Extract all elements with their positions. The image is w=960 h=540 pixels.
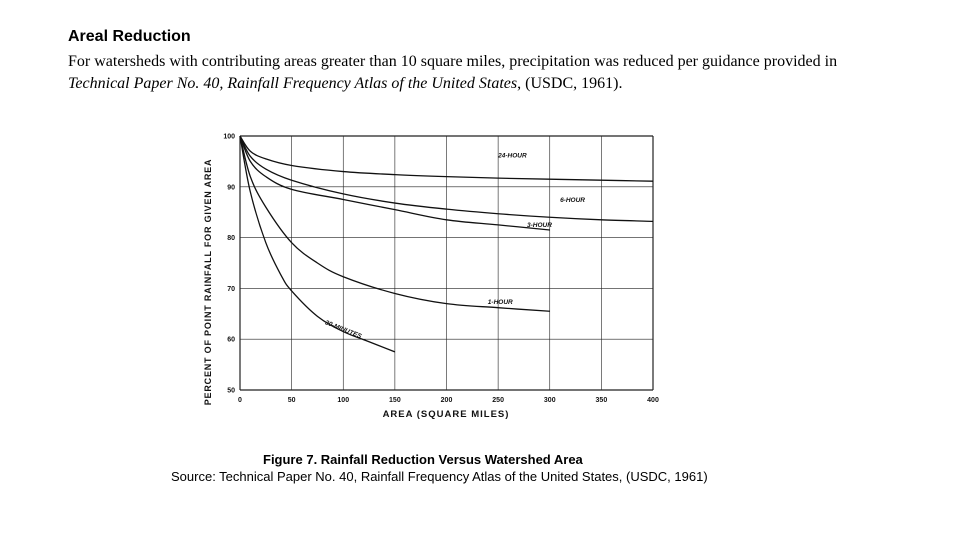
chart-curves — [239, 135, 654, 353]
chart-grid — [239, 135, 654, 391]
curve-label-24-hour: 24-HOUR — [497, 152, 527, 159]
y-tick-label: 50 — [227, 388, 235, 395]
x-tick-label: 400 — [647, 397, 659, 404]
curve-label-1-hour: 1-HOUR — [488, 299, 513, 306]
intro-text-before: For watersheds with contributing areas g… — [68, 53, 838, 70]
x-tick-label: 50 — [288, 397, 296, 404]
x-tick-label: 0 — [238, 397, 242, 404]
figure-source: Source: Technical Paper No. 40, Rainfall… — [171, 469, 708, 484]
curve-24-hour — [239, 135, 654, 182]
x-tick-label: 200 — [441, 397, 453, 404]
y-tick-label: 90 — [227, 184, 235, 191]
x-tick-label: 250 — [492, 397, 504, 404]
curve-3-hour — [239, 135, 550, 231]
curve-label-3-hour: 3-HOUR — [527, 222, 552, 229]
x-tick-label: 100 — [337, 397, 349, 404]
figure-caption: Figure 7. Rainfall Reduction Versus Wate… — [263, 452, 583, 467]
x-axis-label: AREA (SQUARE MILES) — [383, 409, 510, 420]
y-tick-label: 80 — [227, 235, 235, 242]
y-tick-label: 70 — [227, 286, 235, 293]
page-heading: Areal Reduction — [68, 28, 191, 45]
intro-text-citation: Technical Paper No. 40, Rainfall Frequen… — [68, 75, 518, 92]
x-tick-label: 300 — [544, 397, 556, 404]
intro-text-after: , (USDC, 1961). — [517, 75, 623, 92]
curve-1-hour — [239, 135, 550, 312]
x-tick-label: 350 — [596, 397, 608, 404]
y-tick-label: 60 — [227, 337, 235, 344]
curve-label-6-hour: 6-HOUR — [560, 197, 585, 204]
y-axis-label: PERCENT OF POINT RAINFALL FOR GIVEN AREA — [203, 159, 213, 406]
y-tick-label: 100 — [223, 134, 235, 141]
curve-30-minutes — [239, 135, 396, 353]
intro-paragraph: For watersheds with contributing areas g… — [68, 51, 868, 95]
curve-6-hour — [239, 135, 654, 222]
x-tick-label: 150 — [389, 397, 401, 404]
